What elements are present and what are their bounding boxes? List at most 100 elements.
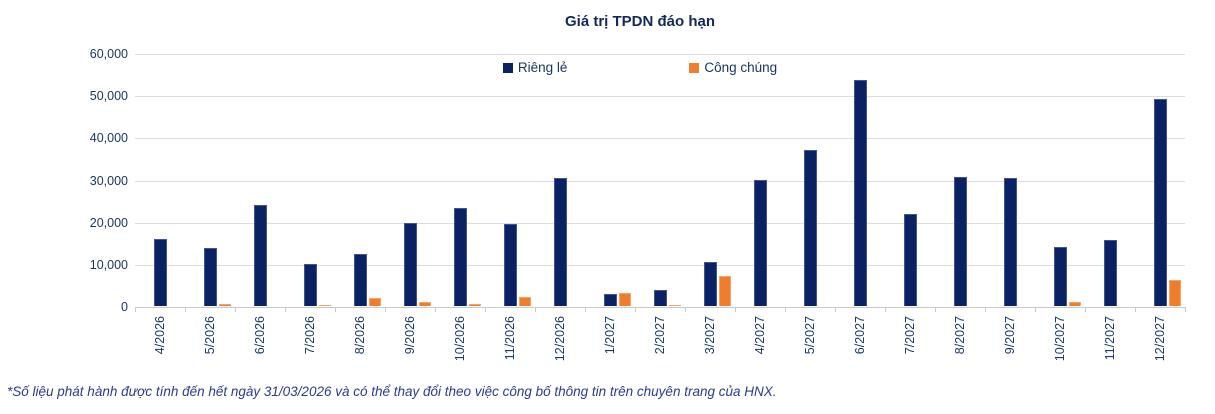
x-axis-tick <box>1085 307 1086 312</box>
legend-label-rieng-le: Riêng lẻ <box>517 60 568 75</box>
legend-label-cong-chung: Công chúng <box>704 60 778 75</box>
x-axis-tick <box>1035 307 1036 312</box>
bar-rieng-le <box>953 176 967 306</box>
bar-rieng-le <box>653 289 667 306</box>
bar-rieng-le <box>153 239 167 306</box>
x-axis-label: 8/2027 <box>953 316 967 355</box>
legend-entry-rieng-le: Riêng lẻ <box>502 60 568 76</box>
x-axis-tick <box>385 307 386 312</box>
footnote: *Số liệu phát hành được tính đến hết ngà… <box>7 384 777 399</box>
x-axis-label: 11/2027 <box>1103 316 1117 361</box>
x-axis-label: 7/2027 <box>903 316 917 355</box>
gridline <box>135 264 1185 266</box>
bar-rieng-le <box>703 261 717 306</box>
bar-rieng-le <box>853 80 867 306</box>
x-axis-tick <box>485 307 486 312</box>
x-axis-tick <box>785 307 786 312</box>
bar-cong-chung <box>618 293 631 306</box>
bar-rieng-le <box>1053 246 1067 306</box>
x-axis-tick <box>135 307 136 312</box>
gridline <box>135 222 1185 224</box>
x-axis-label: 9/2027 <box>1003 316 1017 355</box>
bar-rieng-le <box>303 264 317 306</box>
bar-cong-chung <box>1068 301 1081 306</box>
legend-swatch-cong-chung-icon <box>689 63 700 73</box>
x-axis-label: 1/2027 <box>603 316 617 355</box>
y-axis-label: 20,000 <box>89 215 128 230</box>
x-axis-label: 8/2026 <box>353 316 367 355</box>
x-axis-label: 2/2027 <box>653 316 667 355</box>
y-axis-label: 30,000 <box>89 173 128 188</box>
bar-cong-chung <box>668 304 681 306</box>
x-axis-label: 5/2026 <box>203 316 217 355</box>
bar-rieng-le <box>553 178 567 306</box>
x-axis-tick <box>635 307 636 312</box>
x-axis-label: 6/2026 <box>253 316 267 355</box>
bar-rieng-le <box>803 149 817 306</box>
gridline <box>135 54 1185 55</box>
chart-legend: Riêng lẻ Công chúng <box>65 60 1215 76</box>
x-axis-label: 4/2027 <box>753 316 767 355</box>
gridline <box>135 180 1185 182</box>
x-axis-label: 7/2026 <box>303 316 317 355</box>
x-axis-tick <box>1135 307 1136 312</box>
bar-cong-chung <box>318 304 331 306</box>
x-axis-tick <box>835 307 836 312</box>
bar-cong-chung <box>218 304 231 306</box>
y-axis-label: 0 <box>121 300 128 314</box>
bar-rieng-le <box>403 223 417 306</box>
x-axis-label: 6/2027 <box>853 316 867 355</box>
x-axis-label: 12/2026 <box>553 316 567 362</box>
bar-rieng-le <box>753 180 767 306</box>
legend-swatch-rieng-le-icon <box>502 63 513 73</box>
bar-cong-chung <box>418 301 431 306</box>
x-axis-label: 4/2026 <box>153 316 167 355</box>
x-axis-tick <box>185 307 186 312</box>
x-axis-tick <box>1185 307 1186 312</box>
bar-rieng-le <box>903 213 917 306</box>
x-axis-tick <box>885 307 886 312</box>
bar-rieng-le <box>503 223 517 306</box>
x-axis-tick <box>435 307 436 312</box>
y-axis-label: 40,000 <box>89 131 128 146</box>
x-axis-label: 11/2026 <box>503 316 517 361</box>
x-axis-tick <box>285 307 286 312</box>
x-axis-label: 3/2027 <box>703 316 717 355</box>
bar-rieng-le <box>203 247 217 306</box>
bar-rieng-le <box>453 207 467 306</box>
x-axis-tick <box>585 307 586 312</box>
x-axis-label: 10/2026 <box>453 316 467 362</box>
bar-rieng-le <box>1003 177 1017 306</box>
bar-rieng-le <box>1153 98 1167 306</box>
y-axis-label: 10,000 <box>89 257 128 272</box>
y-axis-label: 50,000 <box>89 89 128 104</box>
x-axis-label: 5/2027 <box>803 316 817 355</box>
x-axis-line <box>135 307 1185 308</box>
bar-rieng-le <box>603 293 617 306</box>
chart-title: Giá trị TPDN đáo hạn <box>564 13 715 30</box>
y-axis-label: 60,000 <box>89 47 128 61</box>
legend-entry-cong-chung: Công chúng <box>689 60 777 76</box>
x-axis-tick <box>335 307 336 312</box>
bar-rieng-le <box>1103 240 1117 306</box>
x-axis-tick <box>235 307 236 312</box>
x-axis-label: 10/2027 <box>1053 316 1067 362</box>
x-axis-tick <box>985 307 986 312</box>
x-axis-tick <box>935 307 936 312</box>
plot-area: 0 10,000 20,000 30,000 40,000 50,000 60,000 4/2… <box>90 47 1186 361</box>
bar-rieng-le <box>253 205 267 306</box>
x-axis-label: 9/2026 <box>403 316 417 355</box>
x-axis-tick <box>735 307 736 312</box>
bar-rieng-le <box>353 253 367 306</box>
bar-cong-chung <box>368 297 381 306</box>
gridline <box>135 138 1185 140</box>
x-axis-tick <box>685 307 686 312</box>
bar-cong-chung <box>468 303 481 306</box>
bar-cong-chung <box>518 297 531 306</box>
x-axis-label: 12/2027 <box>1153 316 1167 362</box>
bar-cong-chung <box>1168 279 1181 306</box>
gridline <box>135 96 1185 98</box>
bar-cong-chung <box>718 276 731 306</box>
x-axis-tick <box>535 307 536 312</box>
